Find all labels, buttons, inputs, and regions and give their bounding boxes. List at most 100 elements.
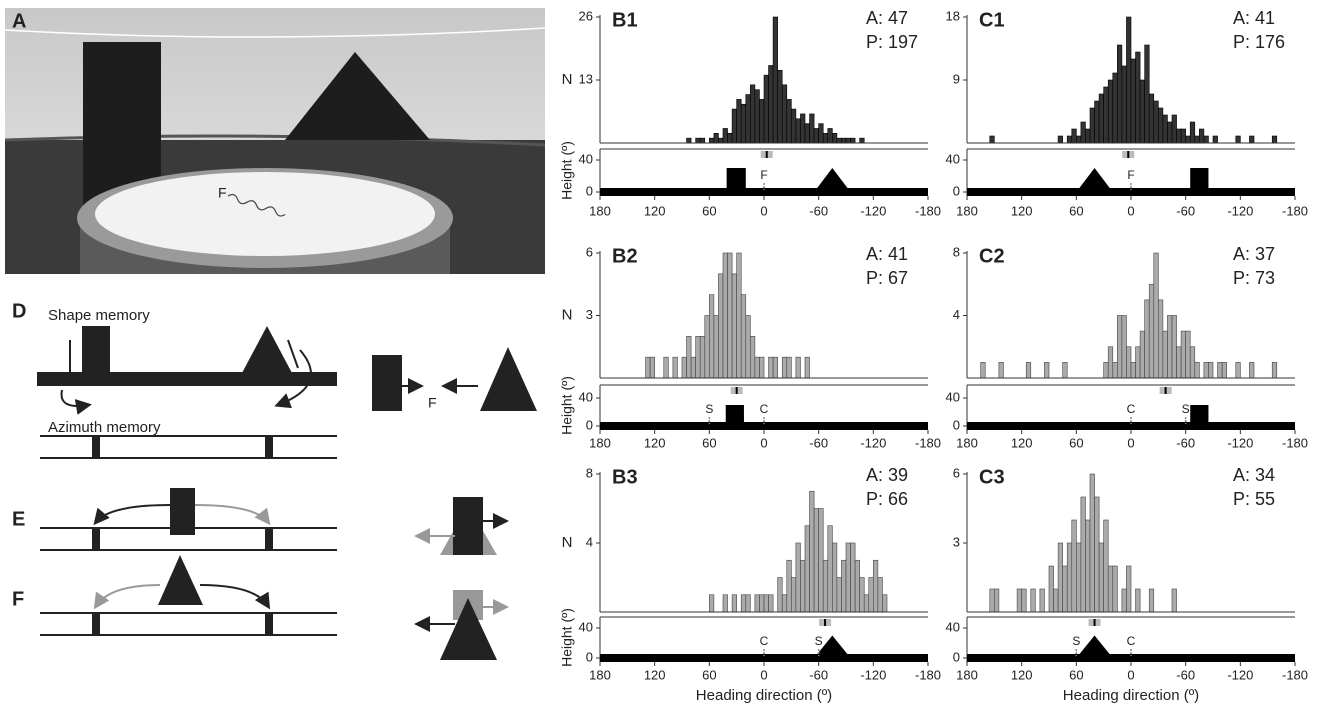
x-tick-label: 180 <box>589 435 611 450</box>
bar <box>1016 588 1022 613</box>
bar <box>709 137 715 144</box>
x-tick-label: 60 <box>702 667 716 682</box>
y-tick-label: 40 <box>946 151 960 166</box>
bar <box>1235 362 1241 379</box>
x-tick-label: -180 <box>1282 435 1308 450</box>
bar <box>727 133 733 144</box>
bar <box>781 356 788 379</box>
x-tick-label: 180 <box>589 667 611 682</box>
bar <box>727 252 733 379</box>
bar <box>754 356 760 379</box>
bar <box>980 362 986 379</box>
bar <box>772 356 778 379</box>
x-tick-label: -60 <box>809 203 828 218</box>
bar <box>1194 135 1200 144</box>
x-tick-label: 120 <box>1011 435 1033 450</box>
bar <box>699 137 706 144</box>
bar <box>745 315 751 379</box>
y-axis-label: N <box>562 71 573 88</box>
x-tick-label: 60 <box>1069 667 1083 682</box>
x-tick-label: 180 <box>589 203 611 218</box>
landmark-rect <box>1190 168 1209 192</box>
marker-label: S <box>1072 634 1080 648</box>
bar <box>722 594 728 613</box>
bar <box>750 336 756 379</box>
bar <box>709 294 715 379</box>
bar <box>1112 362 1118 379</box>
bar <box>1249 135 1255 144</box>
bar <box>845 137 851 144</box>
bar <box>1121 315 1127 379</box>
ground <box>967 654 1295 662</box>
y-axis-label: Height (º) <box>559 141 575 200</box>
bar <box>695 336 701 379</box>
photo-label: F <box>218 185 227 201</box>
x-tick-label: 0 <box>760 667 767 682</box>
bar <box>873 559 879 613</box>
bar <box>763 594 769 613</box>
x-tick-label: 180 <box>956 435 978 450</box>
panel-label: D <box>12 300 26 322</box>
bar <box>1030 588 1036 613</box>
diagram-d: D Shape memory Azimuth memory F <box>12 300 537 459</box>
bar <box>827 525 833 613</box>
bar <box>1158 107 1164 144</box>
marker-label: S <box>815 634 823 648</box>
panel-title: B1 <box>612 9 638 31</box>
x-tick-label: -60 <box>1176 203 1195 218</box>
bar <box>832 542 838 613</box>
bar <box>1203 135 1209 144</box>
bar <box>800 113 806 144</box>
marker-label: F <box>760 168 767 182</box>
bar <box>736 252 742 379</box>
bar <box>822 133 829 144</box>
bar <box>809 113 815 144</box>
bar <box>1057 135 1063 144</box>
x-tick-label: -120 <box>1227 435 1253 450</box>
bar <box>1117 44 1123 144</box>
y-tick-label: 8 <box>586 465 593 480</box>
annotation: A: 37 <box>1233 244 1275 264</box>
bar <box>795 118 801 144</box>
landmark-rect <box>1190 405 1209 426</box>
bar <box>1066 542 1073 613</box>
bar <box>722 128 728 144</box>
landmark-triangle <box>1076 168 1113 192</box>
bar <box>1162 114 1168 144</box>
bar <box>1144 44 1150 144</box>
bar <box>1130 58 1136 144</box>
bar <box>1112 565 1118 613</box>
marker-label: C <box>1127 634 1136 648</box>
y-axis-label: Height (º) <box>559 376 575 435</box>
bar <box>731 273 737 379</box>
y-tick-label: 3 <box>586 307 593 322</box>
bar <box>772 16 778 144</box>
bar <box>850 137 856 144</box>
bar <box>704 315 710 379</box>
y-tick-label: 0 <box>586 417 593 432</box>
bar <box>686 336 692 379</box>
y-tick-label: 0 <box>953 183 960 198</box>
y-tick-label: 18 <box>946 8 960 23</box>
ground <box>600 654 928 662</box>
x-tick-label: 180 <box>956 203 978 218</box>
annotation: P: 73 <box>1233 268 1275 288</box>
y-tick-label: 0 <box>953 649 960 664</box>
bar <box>863 594 870 613</box>
bar <box>800 559 806 613</box>
bar <box>736 99 742 144</box>
bar <box>1071 128 1077 144</box>
bar <box>786 559 792 613</box>
bar <box>759 356 765 379</box>
x-tick-label: -120 <box>1227 667 1253 682</box>
bar <box>754 89 760 144</box>
ground <box>600 422 928 430</box>
bar <box>1235 135 1241 144</box>
bar <box>1185 135 1191 144</box>
x-tick-label: -120 <box>1227 203 1253 218</box>
marker-label: C <box>1127 402 1136 416</box>
bar <box>1171 114 1177 144</box>
bar <box>1098 93 1104 144</box>
bar <box>1199 128 1205 144</box>
